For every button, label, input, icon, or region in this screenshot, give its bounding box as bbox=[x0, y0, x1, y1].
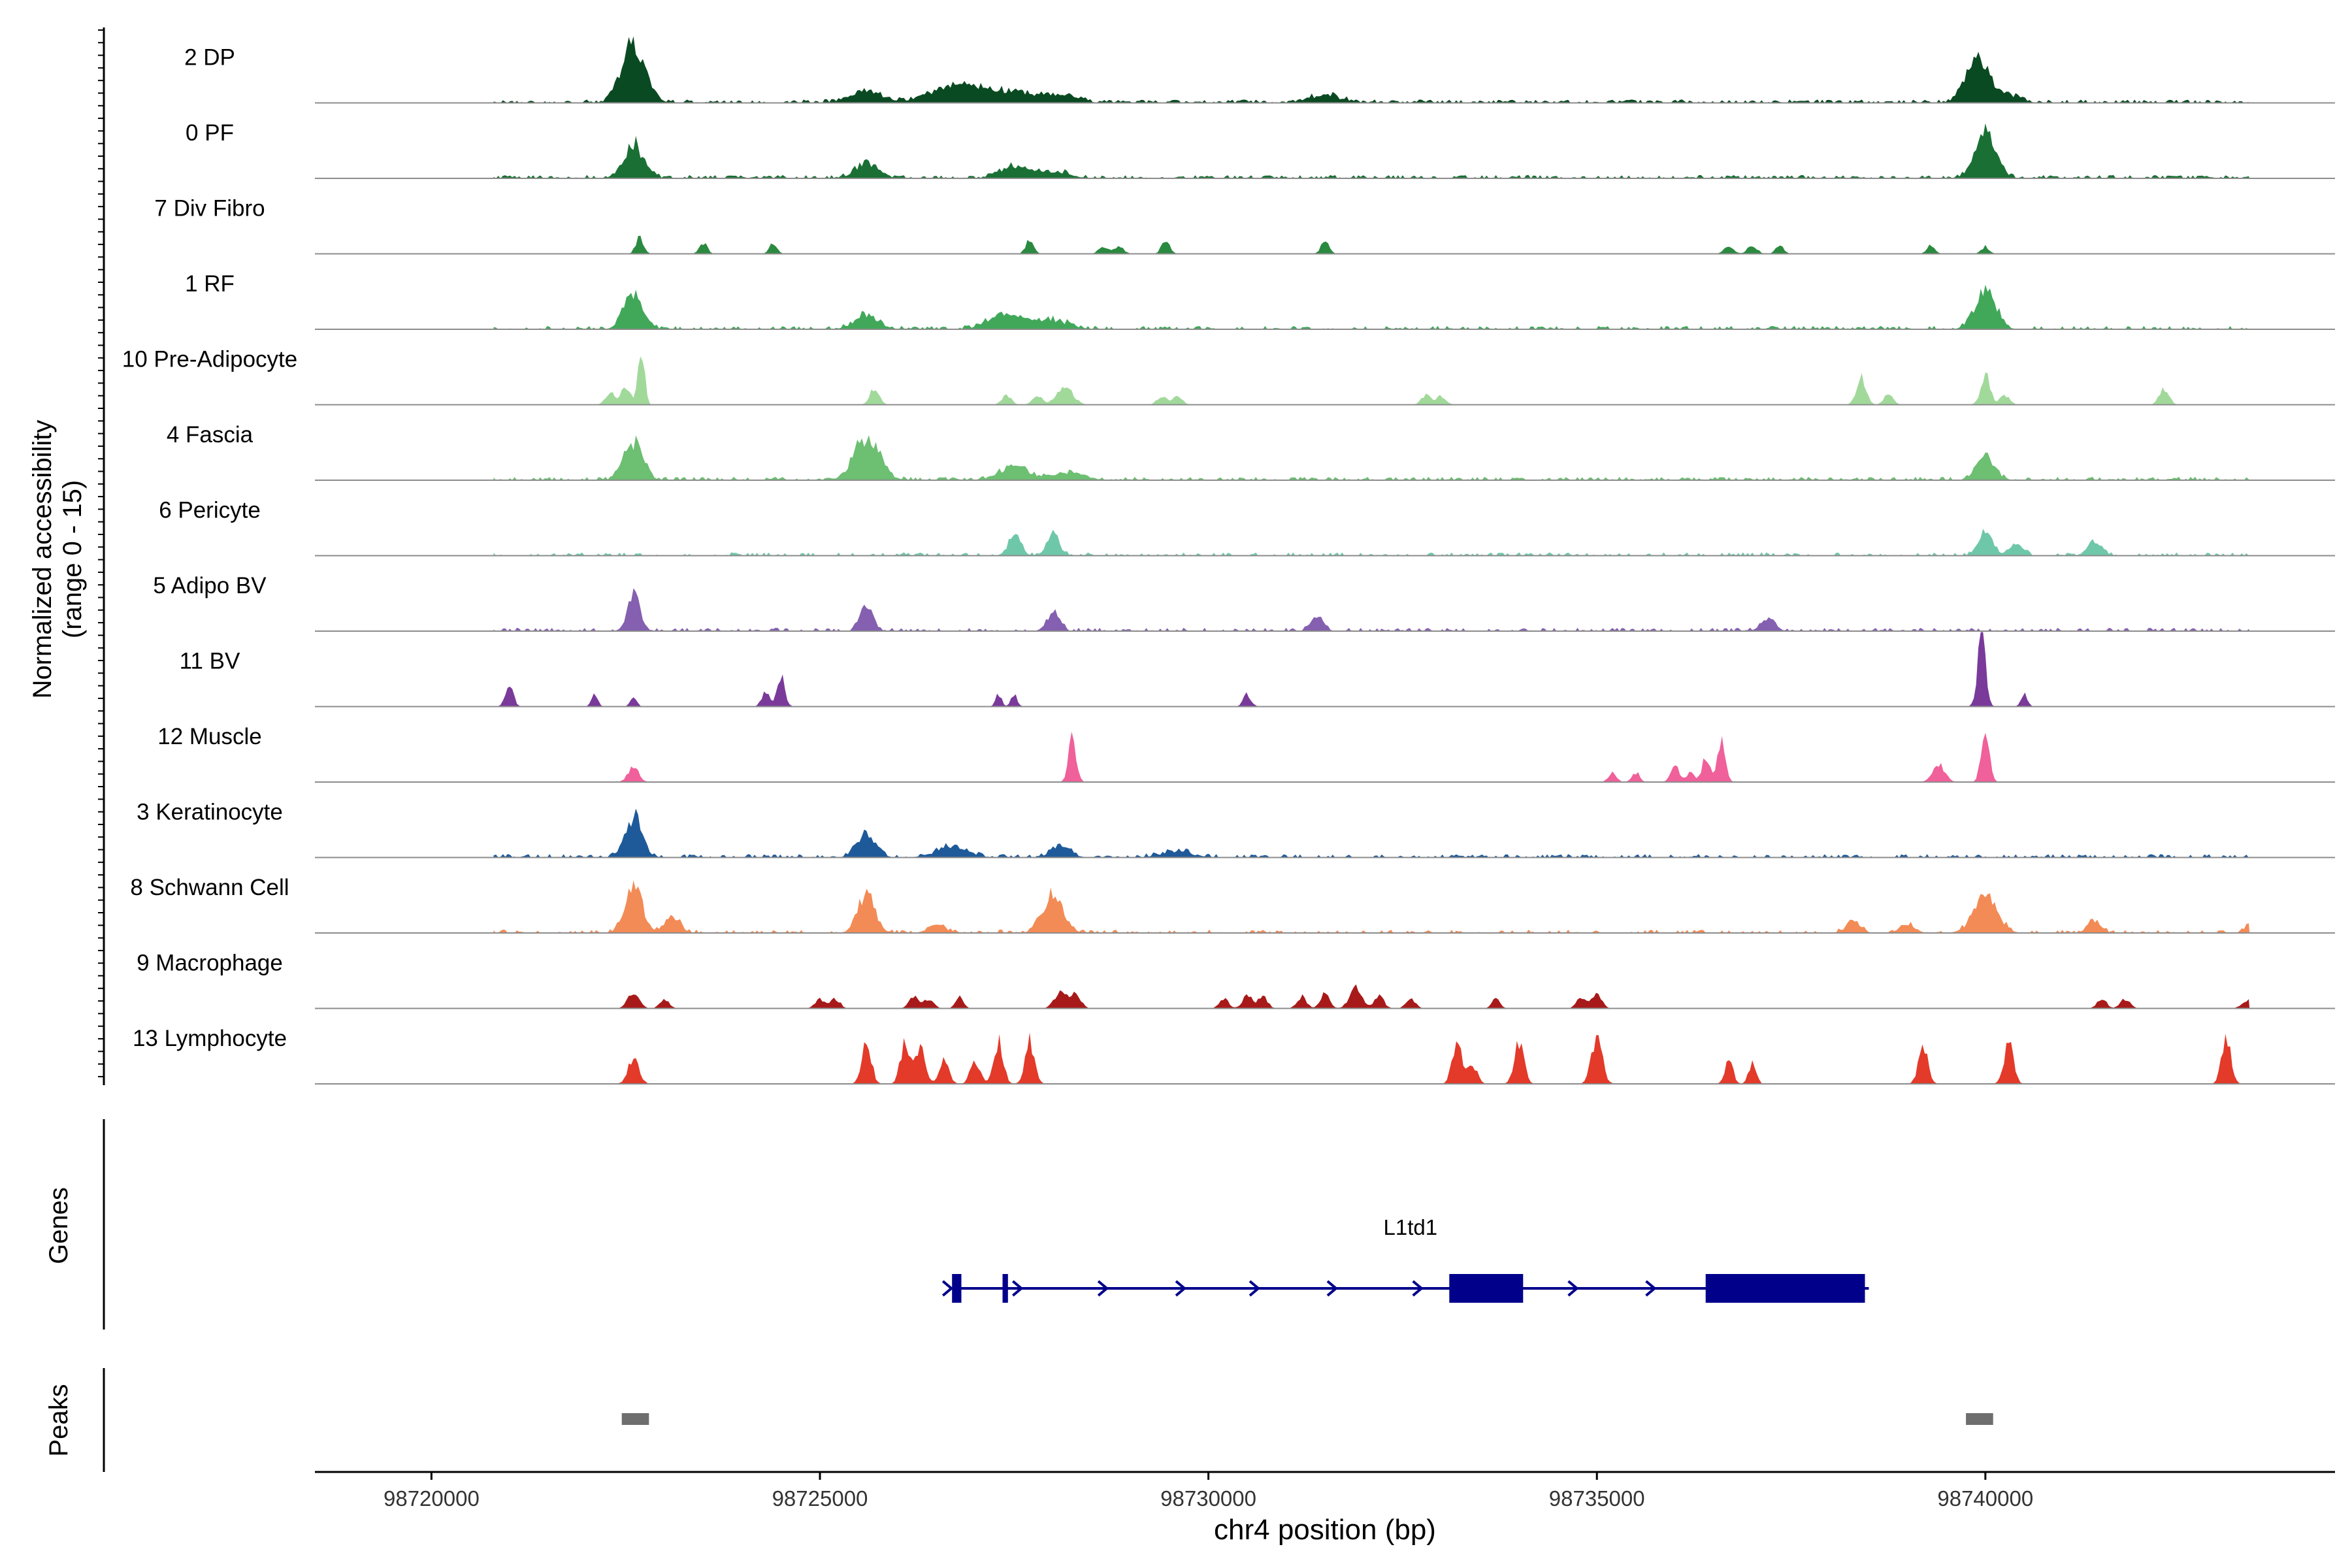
track-9-macrophage: 9 Macrophage bbox=[137, 951, 2335, 1009]
track-6-pericyte: 6 Pericyte bbox=[159, 498, 2335, 557]
x-tick-label: 98735000 bbox=[1549, 1486, 1645, 1511]
track-3-keratinocyte: 3 Keratinocyte bbox=[137, 800, 2335, 858]
gene-exon bbox=[952, 1274, 962, 1303]
coverage-area-8-schwann-cell bbox=[493, 880, 2250, 933]
strand-arrow bbox=[1012, 1280, 1024, 1297]
track-label: 8 Schwann Cell bbox=[130, 875, 289, 900]
track-4-fascia: 4 Fascia bbox=[167, 422, 2335, 481]
strand-arrow bbox=[1567, 1280, 1579, 1297]
track-2-dp: 2 DP bbox=[184, 36, 2335, 104]
gene-exon bbox=[1705, 1274, 1865, 1303]
coverage-area-1-rf bbox=[493, 284, 2250, 329]
coverage-area-6-pericyte bbox=[493, 529, 2250, 556]
track-10-pre-adipocyte: 10 Pre-Adipocyte bbox=[122, 347, 2335, 406]
strand-arrow bbox=[1097, 1280, 1109, 1297]
coverage-area-10-pre-adipocyte bbox=[493, 356, 2250, 405]
strand-arrow bbox=[1249, 1280, 1261, 1297]
gene-model: L1td1 bbox=[941, 1215, 1869, 1303]
accessibility-y-axis: Normalized accessibility (range 0 - 15) bbox=[28, 27, 105, 1085]
coverage-area-13-lymphocyte bbox=[493, 1032, 2250, 1084]
track-label: 0 PF bbox=[186, 120, 234, 146]
coverage-area-9-macrophage bbox=[493, 984, 2250, 1009]
y-axis-title-line2: (range 0 - 15) bbox=[58, 480, 87, 638]
track-label: 7 Div Fibro bbox=[154, 196, 265, 221]
genes-panel: Genes L1td1 bbox=[44, 1119, 1869, 1330]
track-label: 9 Macrophage bbox=[137, 951, 283, 976]
gene-exon bbox=[1449, 1274, 1524, 1303]
x-tick-label: 98720000 bbox=[384, 1486, 480, 1511]
track-label: 5 Adipo BV bbox=[153, 573, 267, 598]
genes-track-label: Genes bbox=[44, 1187, 73, 1264]
x-tick-label: 98740000 bbox=[1937, 1486, 2033, 1511]
track-label: 12 Muscle bbox=[157, 724, 262, 749]
track-label: 4 Fascia bbox=[167, 422, 253, 448]
peaks-track-label: Peaks bbox=[44, 1384, 73, 1456]
coverage-area-3-keratinocyte bbox=[493, 808, 2250, 858]
track-label: 3 Keratinocyte bbox=[137, 800, 283, 825]
x-tick-label: 98730000 bbox=[1160, 1486, 1256, 1511]
gene-exon bbox=[1002, 1274, 1008, 1303]
track-label: 11 BV bbox=[180, 649, 240, 674]
track-12-muscle: 12 Muscle bbox=[157, 724, 2335, 783]
track-label: 13 Lymphocyte bbox=[133, 1026, 287, 1051]
track-label: 10 Pre-Adipocyte bbox=[122, 347, 297, 372]
track-11-bv: 11 BV bbox=[180, 632, 2335, 708]
coverage-area-11-bv bbox=[493, 632, 2250, 707]
coverage-area-2-dp bbox=[493, 36, 2250, 103]
strand-arrow bbox=[1175, 1280, 1187, 1297]
track-8-schwann-cell: 8 Schwann Cell bbox=[130, 875, 2335, 934]
track-7-div-fibro: 7 Div Fibro bbox=[154, 196, 2335, 255]
coverage-area-7-div-fibro bbox=[493, 235, 2250, 254]
coverage-area-5-adipo-bv bbox=[493, 588, 2250, 631]
position-x-axis: chr4 position (bp) 98720000 98725000 98730… bbox=[315, 1471, 2335, 1546]
coverage-area-4-fascia bbox=[493, 435, 2250, 480]
peak-region bbox=[1966, 1413, 1993, 1425]
peaks-panel: Peaks bbox=[44, 1368, 1993, 1472]
x-tick-label: 98725000 bbox=[772, 1486, 868, 1511]
strand-arrow bbox=[941, 1280, 954, 1297]
x-axis-title: chr4 position (bp) bbox=[1214, 1514, 1436, 1546]
peak-region bbox=[621, 1413, 649, 1425]
track-13-lymphocyte: 13 Lymphocyte bbox=[133, 1026, 2335, 1085]
track-5-adipo-bv: 5 Adipo BV bbox=[153, 573, 2335, 632]
strand-arrow bbox=[1326, 1280, 1338, 1297]
track-label: 1 RF bbox=[185, 271, 235, 297]
coverage-area-12-muscle bbox=[493, 731, 2250, 782]
coverage-area-0-pf bbox=[493, 123, 2250, 178]
y-axis-title-line1: Normalized accessibility bbox=[28, 420, 57, 699]
track-label: 6 Pericyte bbox=[159, 498, 261, 523]
track-1-rf: 1 RF bbox=[185, 271, 2335, 330]
track-label: 2 DP bbox=[184, 45, 235, 71]
track-0-pf: 0 PF bbox=[186, 120, 2335, 179]
gene-name-label: L1td1 bbox=[1384, 1215, 1438, 1239]
strand-arrow bbox=[1645, 1280, 1657, 1297]
strand-arrow bbox=[1412, 1280, 1424, 1297]
coverage-tracks: 2 DP 0 PF 7 Div Fibro 1 RF 10 Pre-Adipocyte 4… bbox=[122, 36, 2335, 1085]
